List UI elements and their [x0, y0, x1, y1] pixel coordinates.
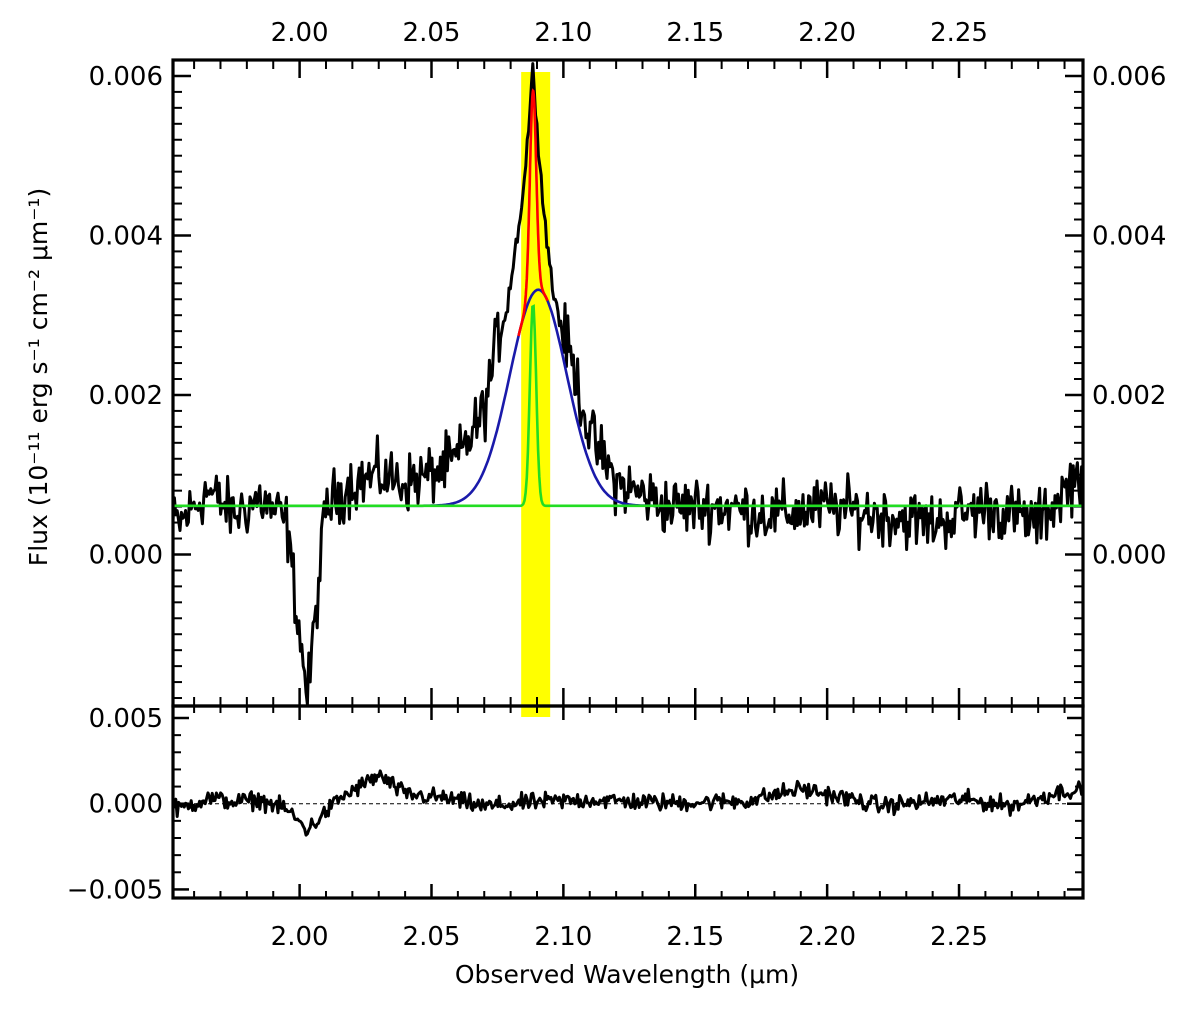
spectrum-panel: 0.000 0.000 0.002 0.002 0.004 0.004 0.006 0.006… [89, 18, 1166, 717]
top-x-tick-label: 2.15 [666, 18, 724, 48]
left-y-tick-label: 0.004 [89, 221, 163, 251]
residual-frame [171, 704, 1085, 900]
bottom-x-tick-label: 2.25 [930, 922, 988, 952]
right-y-tick-label: 0.000 [1092, 540, 1166, 570]
observed-spectrum-line [171, 62, 1085, 706]
bottom-x-tick-label: 2.10 [534, 922, 592, 952]
top-x-tick-label: 2.05 [403, 18, 461, 48]
residual-y-tick-label: 0.005 [89, 704, 163, 734]
right-y-tick-label: 0.006 [1092, 62, 1166, 92]
top-x-tick-label: 2.00 [271, 18, 329, 48]
left-y-tick-label: 0.006 [89, 62, 163, 92]
spectrum-frame [171, 58, 1085, 708]
left-y-tick-label: 0.000 [89, 540, 163, 570]
left-y-tick-label: 0.002 [89, 381, 163, 411]
narrow-fit-line [173, 304, 1083, 508]
top-x-tick-label: 2.10 [534, 18, 592, 48]
bottom-x-tick-label: 2.15 [666, 922, 724, 952]
bottom-x-tick-label: 2.05 [403, 922, 461, 952]
top-x-tick-label: 2.20 [798, 18, 856, 48]
residual-line [171, 769, 1085, 837]
top-x-tick-label: 2.25 [930, 18, 988, 48]
residual-x-ticks: 2.00 2.05 2.10 2.15 2.20 2.25 [193, 706, 1066, 952]
bottom-x-tick-label: 2.20 [798, 922, 856, 952]
residual-panel: −0.005 0.000 0.005 2.00 2.05 2.10 2.15 2.20 2.2… [67, 704, 1085, 952]
bottom-x-tick-label: 2.00 [271, 922, 329, 952]
total-fit-line [517, 88, 549, 337]
x-axis-title: Observed Wavelength (μm) [455, 960, 799, 989]
top-x-ticks: 2.00 2.05 2.10 2.15 2.20 2.25 [193, 18, 1066, 706]
top-y-ticks: 0.000 0.000 0.002 0.002 0.004 0.004 0.006 0.006 [89, 62, 1166, 700]
right-y-tick-label: 0.002 [1092, 381, 1166, 411]
residual-y-tick-label: 0.000 [89, 790, 163, 820]
residual-y-ticks: −0.005 0.000 0.005 [67, 704, 1083, 905]
y-axis-title: Flux (10⁻¹¹ erg s⁻¹ cm⁻² μm⁻¹) [24, 188, 53, 566]
right-y-tick-label: 0.004 [1092, 221, 1166, 251]
residual-y-tick-label: −0.005 [67, 875, 163, 905]
